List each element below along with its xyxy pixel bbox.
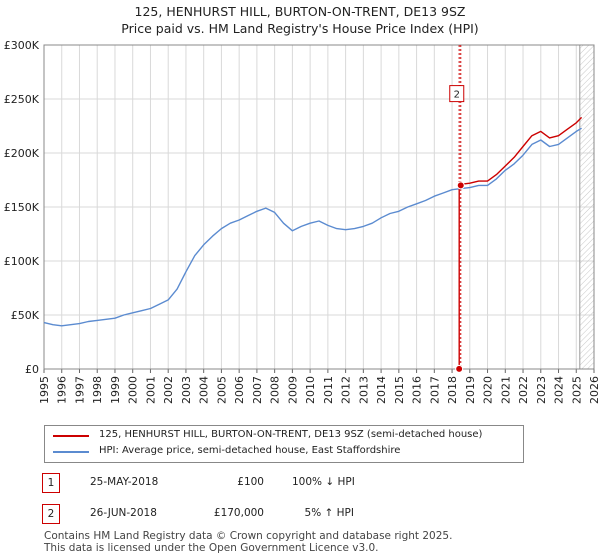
footer-license: This data is licensed under the Open Gov…	[44, 542, 379, 554]
grid-layer	[43, 44, 595, 370]
transaction-badge-label: 2	[454, 90, 460, 101]
x-tick-label: 2016	[411, 376, 424, 404]
legend-label-property: 125, HENHURST HILL, BURTON-ON-TRENT, DE1…	[99, 429, 483, 440]
x-tick-label: 2000	[127, 376, 140, 404]
x-tick-label: 1999	[109, 376, 122, 404]
transaction-point	[455, 364, 464, 373]
x-tick-label: 2023	[535, 376, 548, 404]
transaction-price: £100	[237, 476, 264, 488]
plot-frame	[43, 44, 595, 370]
y-tick-label: £200K	[4, 147, 40, 160]
y-tick-label: £300K	[4, 39, 40, 52]
x-tick-label: 1998	[91, 376, 104, 404]
price-chart: £0 £50K £100K £150K £200K £250K £300K 1995 1996 1…	[4, 39, 600, 404]
y-tick-label: £250K	[4, 93, 40, 106]
x-tick-label: 2009	[286, 376, 299, 404]
x-tick-label: 2014	[375, 376, 388, 404]
x-tick-label: 2021	[499, 376, 512, 404]
x-tick-label: 1996	[56, 376, 69, 404]
legend-swatch-hpi	[53, 451, 89, 453]
transaction-price: £170,000	[213, 507, 264, 519]
legend-swatch-property	[53, 435, 89, 437]
x-tick-label: 2026	[588, 376, 600, 404]
x-tick-label: 2003	[180, 376, 193, 404]
x-tick-label: 2019	[464, 376, 477, 404]
x-tick-label: 2006	[233, 376, 246, 404]
future-region	[579, 45, 594, 369]
series-line-hpi	[43, 127, 582, 327]
transaction-date: 25-MAY-2018	[90, 476, 159, 488]
x-tick-label: 2020	[482, 376, 495, 404]
x-tick-label: 1997	[73, 376, 86, 404]
x-tick-label: 2007	[251, 376, 264, 404]
legend: 125, HENHURST HILL, BURTON-ON-TRENT, DE1…	[44, 425, 524, 463]
x-tick-label: 2017	[428, 376, 441, 404]
transaction-date: 26-JUN-2018	[90, 507, 157, 519]
x-tick-label: 2022	[517, 376, 530, 404]
chart-title: 125, HENHURST HILL, BURTON-ON-TRENT, DE1…	[134, 4, 466, 19]
x-tick-label: 2001	[144, 376, 157, 404]
x-tick-label: 2011	[322, 376, 335, 404]
y-tick-label: £0	[25, 363, 39, 376]
future-period-layer	[579, 45, 594, 369]
transaction-badge-on-chart	[449, 85, 465, 103]
x-tick-label: 2004	[198, 376, 211, 404]
x-tick-label: 2005	[215, 376, 228, 404]
x-tick-label: 1995	[38, 376, 51, 404]
chart-subtitle: Price paid vs. HM Land Registry's House …	[121, 21, 479, 36]
x-tick-label: 2002	[162, 376, 175, 404]
x-tick-label: 2013	[357, 376, 370, 404]
transaction-hpi-change: 100% ↓ HPI	[292, 476, 355, 488]
x-tick-label: 2015	[393, 376, 406, 404]
x-tick-label: 2010	[304, 376, 317, 404]
y-tick-label: £50K	[11, 309, 40, 322]
y-tick-label: £150K	[4, 201, 40, 214]
x-tick-label: 2008	[269, 376, 282, 404]
x-tick-label: 2025	[570, 376, 583, 404]
transaction-badge: 2	[42, 504, 60, 524]
axes-layer: £0 £50K £100K £150K £200K £250K £300K 1995 1996 1…	[4, 39, 600, 404]
transaction-hpi-change: 5% ↑ HPI	[304, 507, 354, 519]
x-tick-label: 2018	[446, 376, 459, 404]
x-tick-label: 2012	[340, 376, 353, 404]
x-tick-label: 2024	[553, 376, 566, 404]
legend-label-hpi: HPI: Average price, semi-detached house,…	[99, 445, 401, 456]
footer-copyright: Contains HM Land Registry data © Crown c…	[44, 530, 453, 542]
transaction-point	[456, 181, 465, 190]
marker-layer: 2	[449, 45, 465, 373]
transaction-badge: 1	[42, 473, 60, 493]
y-tick-label: £100K	[4, 255, 40, 268]
